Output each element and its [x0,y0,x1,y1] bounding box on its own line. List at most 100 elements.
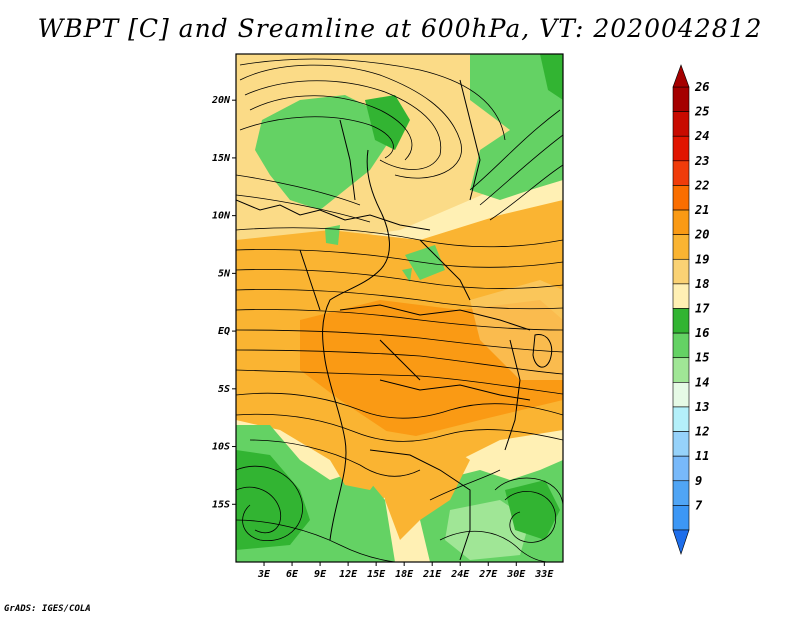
streamline [439,530,551,562]
colorbar-label: 16 [695,326,709,340]
field-green-patch-c [402,268,412,282]
colorbar-swatch [672,505,690,531]
streamline [236,309,563,331]
streamline [236,329,563,353]
colorbar-swatch [672,160,690,186]
country-borders [236,79,553,561]
lon-tick-label: 21E [422,569,442,580]
colorbar-swatch [672,308,690,334]
border [339,304,531,331]
colorbar-label: 7 [695,498,703,512]
lon-tick-label: 12E [339,569,358,580]
field-green-north [255,95,390,210]
grads-credit: GrADS: IGES/COLA [4,604,91,614]
streamlines [236,58,563,562]
streamline [429,469,501,501]
lat-tick-label: 20N [211,95,231,106]
field-orange-south [380,430,470,540]
colorbar-label: 26 [694,80,709,94]
colorbar-label: 20 [694,228,709,242]
colorbar-swatch [672,135,690,162]
colorbar-swatch [672,209,690,235]
lat-tick-label: 10S [212,442,230,453]
streamline [236,249,563,268]
streamline [236,486,282,534]
lon-tick-label: 30E [506,569,526,580]
streamline [236,465,303,542]
lat-tick-label: 15N [212,153,231,164]
colorbar-label: 22 [694,178,709,192]
field-green-se-dark [505,480,560,540]
streamline [239,58,506,141]
colorbar-swatch [672,455,690,482]
streamline [494,477,563,506]
map-frame [235,53,564,563]
lon-tick-label: 9E [314,569,327,580]
streamline [236,289,563,310]
streamline [236,413,563,442]
border [379,379,531,401]
lon-tick-label: 6E [286,569,299,580]
wbpt-field [236,54,563,562]
border [299,249,321,311]
colorbar-swatch [672,185,690,211]
streamline [236,174,361,206]
streamline [469,109,561,191]
streamline [236,369,563,395]
border [369,449,471,561]
streamline [249,439,421,477]
colorbar-label: 12 [695,425,709,439]
colorbar-swatch [672,258,690,285]
colorbar-swatch [672,283,690,309]
lat-tick-label: 5S [218,384,230,395]
border [419,239,471,301]
streamline [239,64,462,179]
colorbar-swatch [672,431,690,457]
border [379,339,421,381]
field-orange-sw-tongue [330,455,385,490]
colorbar-swatch [672,234,690,260]
streamline [244,80,442,170]
border [504,339,521,451]
streamline [236,519,396,562]
streamline [249,95,413,161]
lake [532,334,553,368]
streamline [504,491,557,543]
field-green-patch-b [325,225,340,245]
field-yellow-east [470,280,563,380]
border [339,119,356,201]
lat-tick-label: EQ [218,326,230,337]
colorbar-swatch [672,332,690,359]
colorbar-label: 14 [695,375,709,389]
lon-tick-label: 27E [478,569,498,580]
streamline [236,392,563,419]
field-green-sw-dark [236,450,310,550]
border [236,199,431,231]
field-green-ne-upper [540,54,563,100]
colorbar-swatch [672,480,690,506]
colorbar-top-cap [672,64,690,88]
lon-tick-label: 18E [395,569,414,580]
colorbar-label: 23 [694,154,709,168]
field-green-se-light [445,500,530,560]
colorbar-swatch [672,357,690,383]
colorbar-swatch [672,111,690,137]
lon-tick-label: 24E [450,569,470,580]
border [459,79,481,201]
streamline [236,349,563,375]
lat-tick-label: 10N [212,211,231,222]
longitude-axis: 3E 6E 9E 12E 15E 18E 21E 24E 27E 30E 33E [257,562,554,580]
colorbar-label: 11 [695,449,709,463]
colorbar-label: 21 [694,203,709,217]
streamline [479,134,563,206]
streamline [489,164,563,221]
colorbar-label: 25 [694,105,709,119]
streamline [236,227,563,248]
colorbar-label: 19 [695,252,709,266]
colorbar-swatch [672,86,690,112]
field-green-northeast [470,54,563,200]
chart-title: WBPT [C] and Sreamline at 600hPa, VT: 20… [37,14,763,43]
colorbar-label: 15 [695,351,709,365]
latitude-axis: 20N 15N 10N 5N EQ 5S 10S 15S [211,95,236,510]
streamline [236,269,563,289]
